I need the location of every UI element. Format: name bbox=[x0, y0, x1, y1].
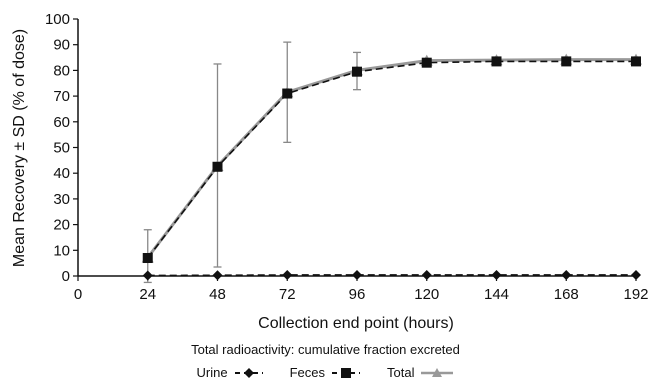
marker-urine bbox=[631, 269, 641, 280]
x-tick-label: 120 bbox=[414, 286, 439, 303]
x-axis-label: Collection end point (hours) bbox=[258, 315, 454, 332]
marker-urine bbox=[491, 269, 502, 280]
marker-urine bbox=[212, 270, 223, 281]
legend-item-urine: Urine bbox=[197, 365, 264, 380]
y-tick-label: 30 bbox=[53, 191, 70, 208]
marker-urine bbox=[352, 269, 362, 280]
y-tick-label: 80 bbox=[53, 62, 70, 79]
marker-feces bbox=[282, 88, 293, 99]
y-tick-label: 60 bbox=[53, 114, 70, 131]
marker-urine bbox=[561, 269, 572, 280]
marker-feces bbox=[421, 57, 432, 68]
marker-feces bbox=[561, 56, 572, 67]
marker-feces bbox=[142, 253, 153, 264]
x-tick-label: 48 bbox=[209, 286, 226, 303]
x-tick-label: 0 bbox=[74, 286, 82, 303]
series-line-urine bbox=[147, 274, 636, 277]
y-tick-label: 0 bbox=[62, 268, 70, 285]
marker-feces bbox=[212, 161, 223, 172]
x-tick-label: 96 bbox=[349, 286, 366, 303]
marker-feces bbox=[631, 56, 641, 67]
marker-feces bbox=[491, 56, 502, 67]
y-axis-label: Mean Recovery ± SD (% of dose) bbox=[11, 29, 28, 267]
x-tick-label: 72 bbox=[279, 286, 296, 303]
legend-label-urine: Urine bbox=[196, 365, 228, 380]
legend-swatch-total bbox=[421, 367, 454, 377]
marker-urine bbox=[282, 269, 293, 280]
axes: 0 10 20 30 40 50 60 70 80 90 100 0 24 48 72 96 120 144 168… bbox=[45, 11, 649, 303]
legend-label-feces: Feces bbox=[289, 365, 325, 380]
y-tick-label: 50 bbox=[53, 140, 70, 157]
y-tick-label: 20 bbox=[53, 217, 70, 234]
y-tick-label: 10 bbox=[53, 242, 70, 259]
legend-swatch-feces bbox=[332, 367, 360, 378]
series-lines bbox=[146, 58, 636, 277]
marker-feces bbox=[352, 66, 362, 77]
y-tick-label: 100 bbox=[45, 11, 70, 28]
x-tick-label: 144 bbox=[484, 286, 509, 303]
chart-subtitle: Total radioactivity: cumulative fraction… bbox=[191, 342, 460, 357]
series-line-feces bbox=[147, 60, 636, 259]
legend: Urine Feces Total bbox=[0, 365, 651, 380]
marker-urine bbox=[421, 269, 432, 280]
legend-item-feces: Feces bbox=[290, 365, 361, 380]
legend-item-total: Total bbox=[387, 365, 454, 380]
series-line-total bbox=[146, 58, 636, 259]
x-tick-label: 168 bbox=[554, 286, 579, 303]
y-tick-label: 40 bbox=[53, 165, 70, 182]
x-tick-label: 24 bbox=[139, 286, 156, 303]
x-tick-label: 192 bbox=[623, 286, 648, 303]
legend-swatch-urine bbox=[234, 367, 263, 378]
y-tick-label: 70 bbox=[53, 88, 70, 105]
marker-urine bbox=[142, 270, 153, 281]
series-markers bbox=[141, 53, 642, 281]
legend-label-total: Total bbox=[387, 365, 415, 380]
y-tick-label: 90 bbox=[53, 37, 70, 54]
